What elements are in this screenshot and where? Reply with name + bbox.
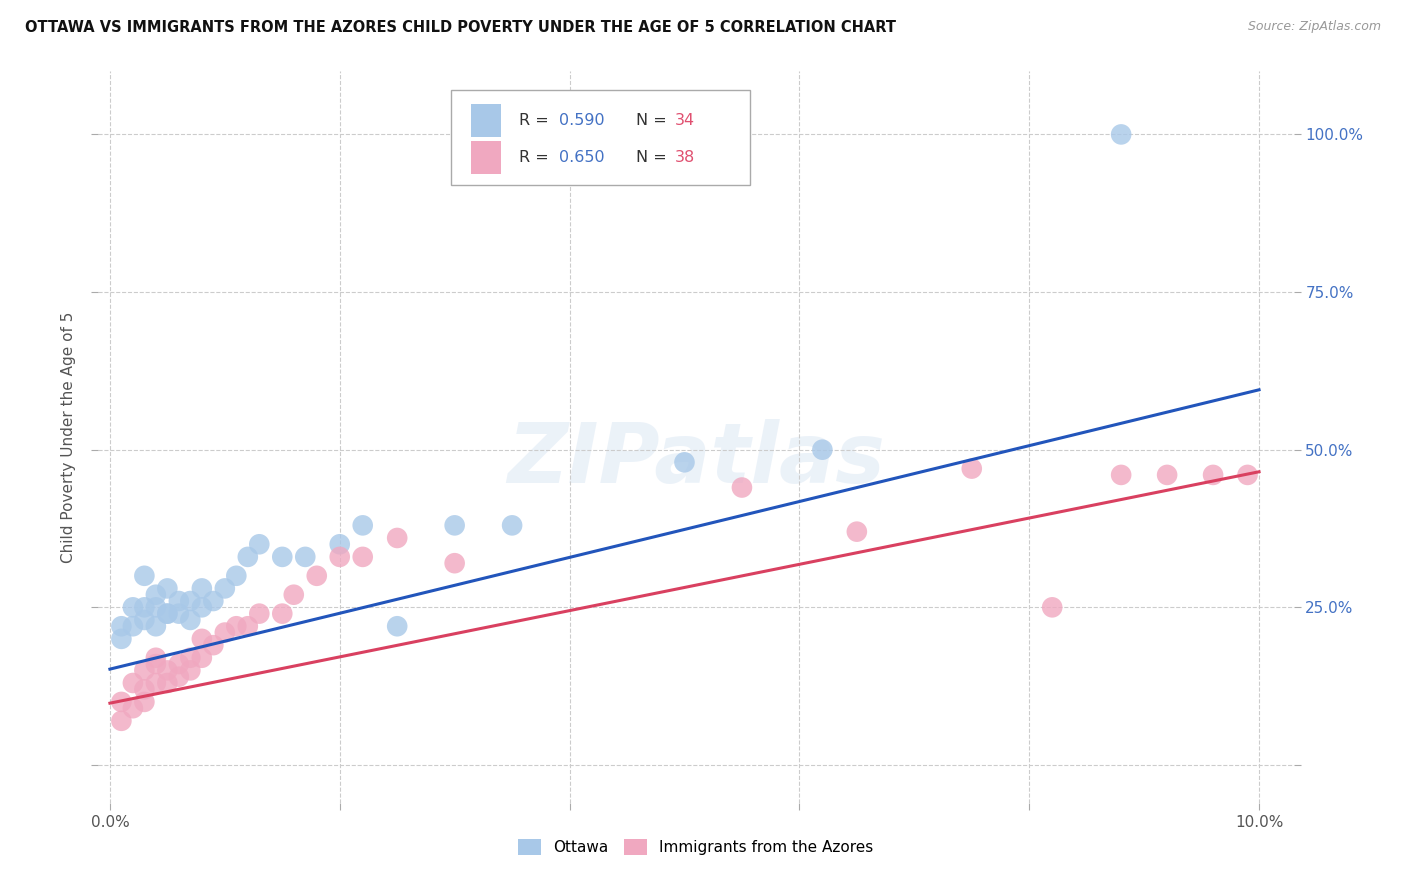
Point [673,455,696,469]
Point [225,569,247,583]
Text: OTTAWA VS IMMIGRANTS FROM THE AZORES CHILD POVERTY UNDER THE AGE OF 5 CORRELATIO: OTTAWA VS IMMIGRANTS FROM THE AZORES CHI… [25,20,896,35]
FancyBboxPatch shape [471,141,501,174]
Point [179,664,201,678]
Point [167,594,190,608]
Point [134,569,156,583]
Point [110,714,132,728]
Point [202,594,225,608]
Point [122,701,145,715]
Text: R =: R = [519,113,554,128]
Point [145,619,167,633]
Point [385,531,409,545]
Point [1156,467,1178,482]
Point [191,600,214,615]
Point [247,537,270,551]
Point [305,569,328,583]
Point [156,607,179,621]
Point [236,619,259,633]
Point [156,607,179,621]
Point [167,607,190,621]
Point [134,682,156,697]
Point [110,619,132,633]
Point [1109,128,1132,142]
Point [329,537,352,551]
Text: ZIPatlas: ZIPatlas [508,418,884,500]
Point [167,657,190,671]
Point [191,632,214,646]
Point [247,607,270,621]
Point [134,600,156,615]
Point [501,518,523,533]
Point [329,549,352,564]
Text: Source: ZipAtlas.com: Source: ZipAtlas.com [1247,20,1381,33]
Point [134,613,156,627]
Point [179,594,201,608]
Point [134,695,156,709]
Point [145,650,167,665]
Point [294,549,316,564]
Point [179,650,201,665]
Text: 0.590: 0.590 [558,113,605,128]
Y-axis label: Child Poverty Under the Age of 5: Child Poverty Under the Age of 5 [60,311,76,563]
Text: R =: R = [519,150,554,165]
Point [271,607,294,621]
FancyBboxPatch shape [451,90,749,185]
Text: 0.650: 0.650 [558,150,605,165]
Point [122,676,145,690]
Point [352,549,374,564]
Text: 34: 34 [675,113,695,128]
Point [443,556,465,570]
Point [845,524,868,539]
Point [1109,467,1132,482]
Text: 38: 38 [675,150,695,165]
Point [156,582,179,596]
Point [122,600,145,615]
Point [352,518,374,533]
Point [145,600,167,615]
Point [811,442,834,457]
Point [443,518,465,533]
Point [225,619,247,633]
Point [110,632,132,646]
Point [156,664,179,678]
Point [167,670,190,684]
Legend: Ottawa, Immigrants from the Azores: Ottawa, Immigrants from the Azores [512,833,880,861]
Point [283,588,305,602]
Point [191,650,214,665]
Point [236,549,259,564]
Point [134,664,156,678]
Point [214,625,236,640]
Point [1040,600,1063,615]
Point [110,695,132,709]
Point [731,481,754,495]
Point [191,582,214,596]
Point [179,613,201,627]
Point [1202,467,1225,482]
Point [385,619,409,633]
Point [1236,467,1258,482]
Point [145,588,167,602]
Point [145,676,167,690]
Point [122,619,145,633]
Text: N =: N = [637,113,672,128]
Point [960,461,983,475]
FancyBboxPatch shape [471,104,501,137]
Point [214,582,236,596]
Text: N =: N = [637,150,672,165]
Point [202,638,225,652]
Point [156,676,179,690]
Point [271,549,294,564]
Point [145,657,167,671]
